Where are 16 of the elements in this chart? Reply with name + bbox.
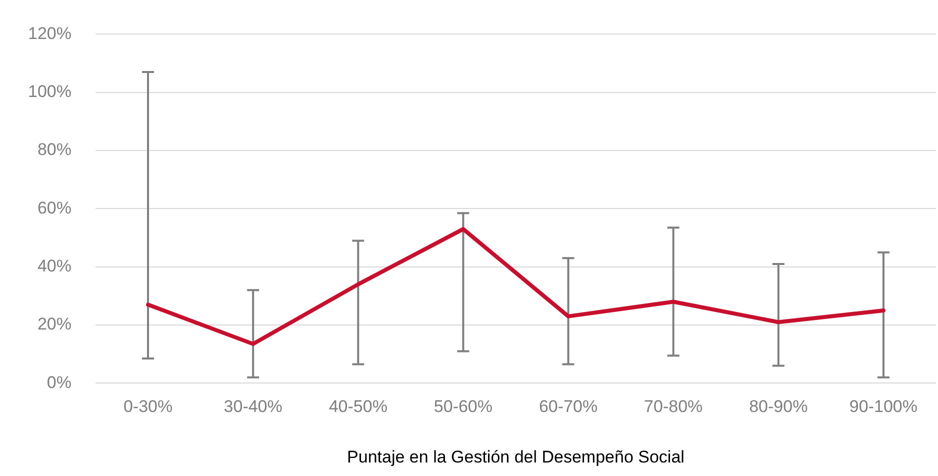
x-tick-label: 90-100% <box>849 397 918 416</box>
x-tick-label: 70-80% <box>644 397 703 416</box>
y-tick-label: 60% <box>37 198 72 218</box>
y-tick-label: 100% <box>28 82 72 102</box>
x-tick-label: 60-70% <box>538 397 598 416</box>
y-tick-label: 80% <box>37 140 72 160</box>
x-tick-label: 0-30% <box>123 397 173 416</box>
x-tick-label: 40-50% <box>328 397 388 416</box>
y-tick-label: 40% <box>37 256 72 276</box>
x-tick-label: 80-90% <box>749 397 808 416</box>
y-tick-label: 20% <box>37 314 72 334</box>
y-tick-label: 0% <box>46 372 72 392</box>
x-tick-label: 30-40% <box>224 397 282 416</box>
x-axis-title: Puntaje en la Gestión del Desempeño Social <box>347 447 684 466</box>
x-tick-label: 50-60% <box>434 397 493 416</box>
y-tick-label: 120% <box>28 24 72 43</box>
